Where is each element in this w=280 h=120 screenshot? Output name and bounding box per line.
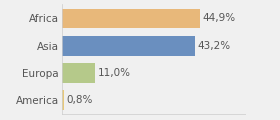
- Text: 0,8%: 0,8%: [67, 95, 93, 105]
- Bar: [62, 63, 95, 83]
- Bar: [62, 9, 200, 28]
- Text: 43,2%: 43,2%: [197, 41, 230, 51]
- Text: 11,0%: 11,0%: [98, 68, 131, 78]
- Text: 44,9%: 44,9%: [202, 13, 235, 24]
- Bar: [62, 36, 195, 56]
- Bar: [62, 90, 64, 110]
